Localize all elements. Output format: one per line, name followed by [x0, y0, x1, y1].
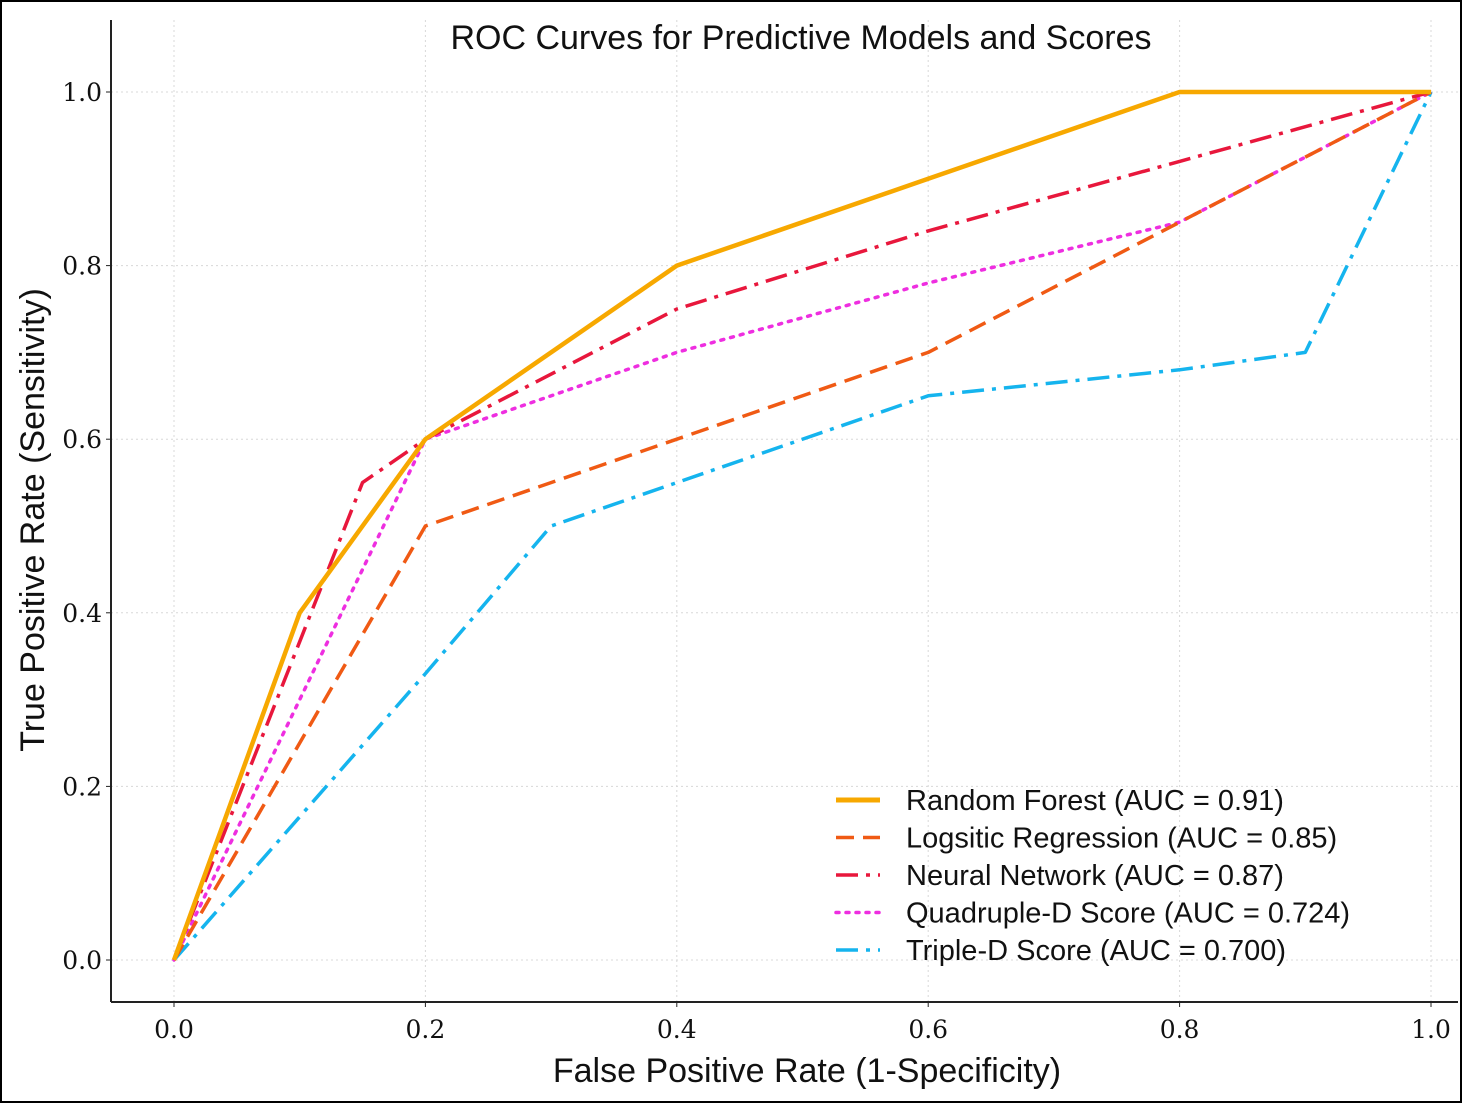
x-tick-label: 0.0: [154, 1015, 194, 1044]
y-axis-label: True Positive Rate (Sensitivity): [14, 288, 52, 752]
x-tick-label: 0.6: [908, 1015, 948, 1044]
x-tick-label: 0.8: [1160, 1015, 1200, 1044]
y-tick-label: 0.8: [62, 252, 102, 281]
y-tick-label: 1.0: [62, 78, 102, 107]
legend: Random Forest (AUC = 0.91) Logsitic Regre…: [834, 785, 1350, 967]
series-layer: [171, 89, 1433, 962]
x-tick-label: 0.4: [657, 1015, 697, 1044]
series-line-3: [172, 90, 1432, 961]
x-tick-label: 0.2: [406, 1015, 446, 1044]
legend-label: Logsitic Regression (AUC = 0.85): [906, 823, 1337, 855]
legend-label: Quadruple-D Score (AUC = 0.724): [906, 898, 1350, 930]
axes-layer: 0.0 0.2 0.4 0.6 0.8 1.0 0.0 0.2 0.4 0.6 0.8 1.0: [62, 20, 1458, 1044]
chart-title: ROC Curves for Predictive Models and Sco…: [450, 19, 1151, 57]
x-axis-label: False Positive Rate (1-Specificity): [553, 1052, 1061, 1090]
legend-label: Neural Network (AUC = 0.87): [906, 860, 1284, 892]
y-tick-label: 0.0: [62, 946, 102, 975]
y-tick-label: 0.4: [62, 599, 102, 628]
x-tick-label: 1.0: [1411, 1015, 1451, 1044]
legend-label: Triple-D Score (AUC = 0.700): [906, 935, 1286, 967]
y-tick-label: 0.6: [62, 425, 102, 454]
series-line-2: [172, 90, 1432, 961]
y-tick-label: 0.2: [62, 772, 102, 801]
legend-label: Random Forest (AUC = 0.91): [906, 785, 1284, 817]
series-line-1: [171, 89, 1431, 961]
series-line-5: [172, 91, 1433, 962]
grid-layer: [111, 20, 1458, 1002]
